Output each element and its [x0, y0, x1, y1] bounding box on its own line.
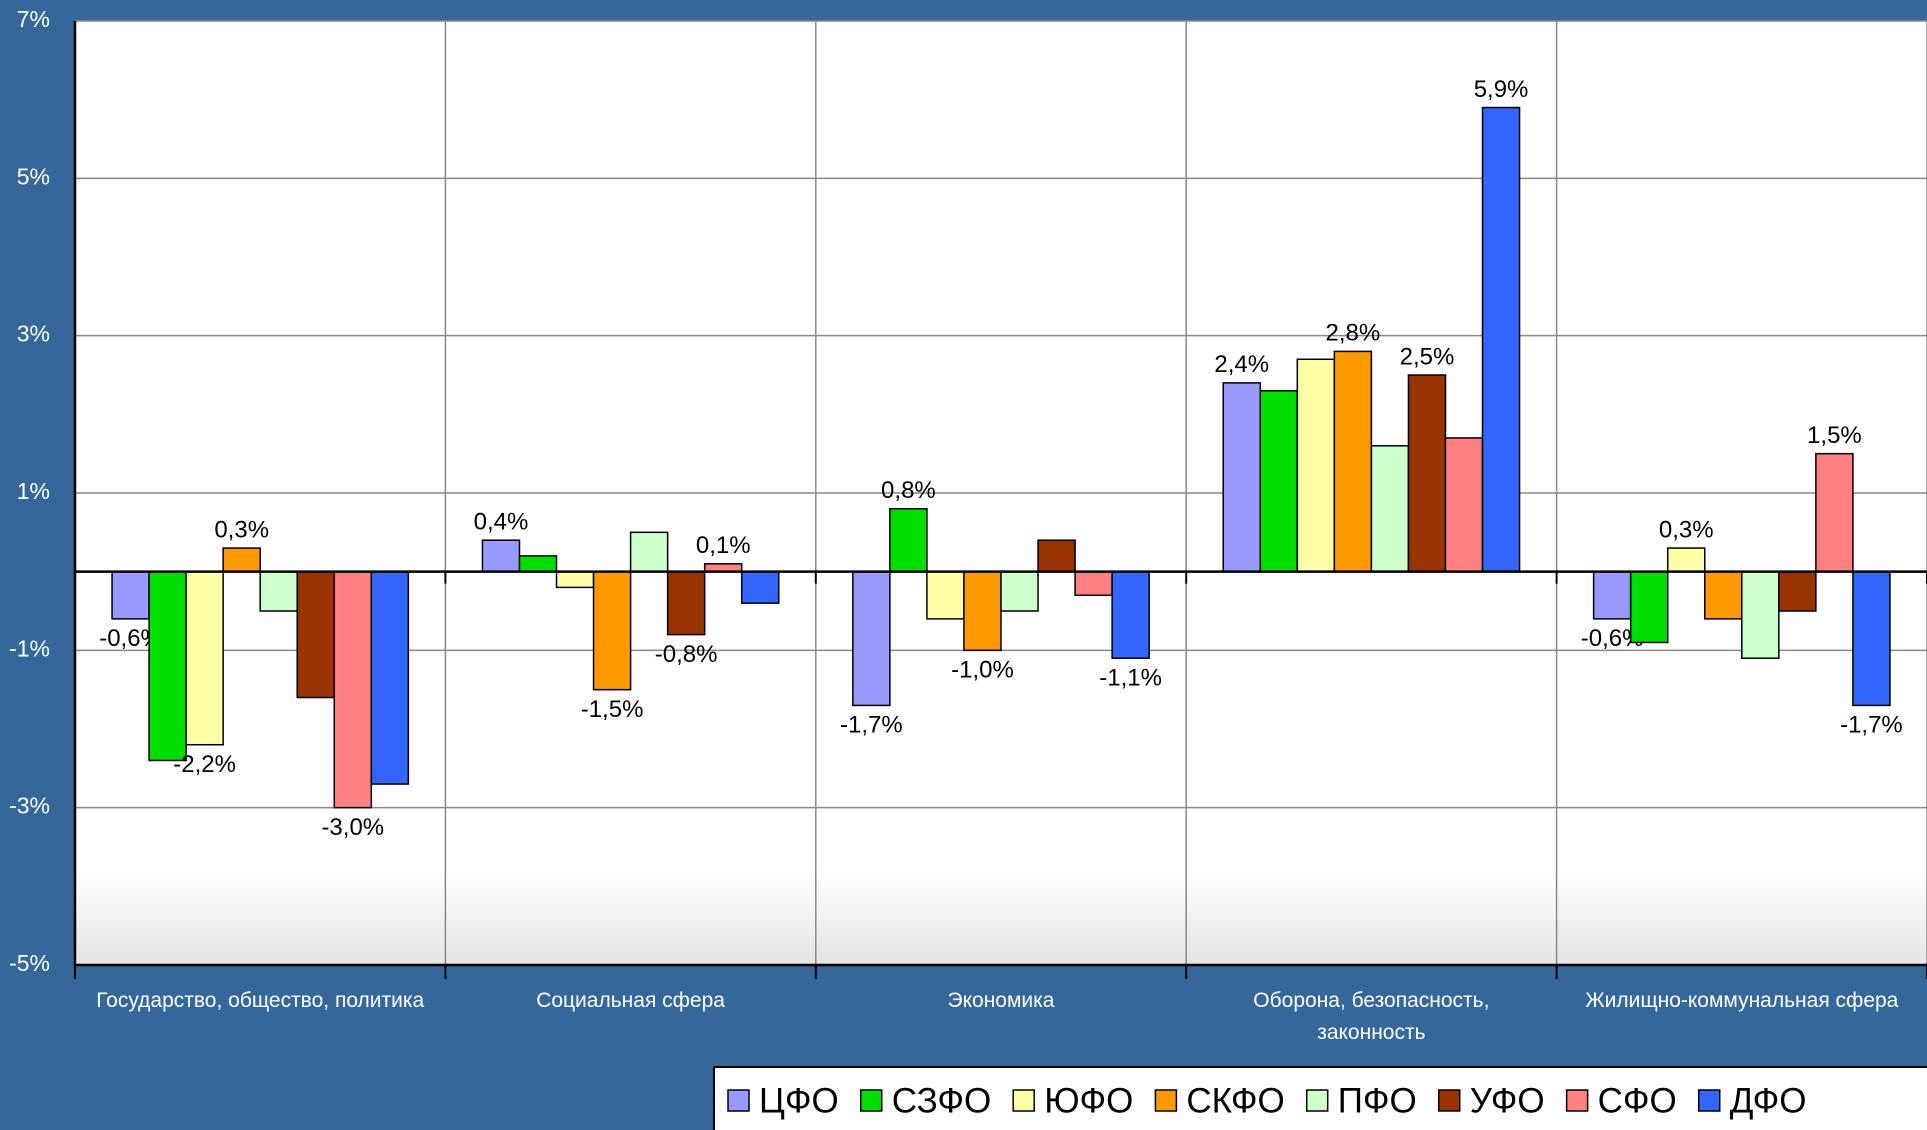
value-label: -0,8%	[655, 641, 718, 668]
value-label: 1,5%	[1807, 422, 1862, 449]
bar	[1222, 382, 1262, 573]
y-tick-label: 7%	[17, 6, 50, 32]
legend-label: ДФО	[1730, 1081, 1807, 1120]
bar	[1000, 570, 1039, 612]
y-tick-label: 1%	[17, 478, 50, 504]
bar	[111, 570, 150, 620]
bar	[555, 570, 595, 589]
x-tick-label: Жилищно-коммунальная сфера	[1585, 989, 1899, 1012]
bar	[629, 531, 669, 573]
bar	[1370, 445, 1410, 573]
bar	[1741, 570, 1780, 659]
bar	[1037, 539, 1076, 573]
bar	[333, 570, 373, 809]
bar	[1074, 570, 1113, 597]
y-tick-label: -3%	[9, 793, 50, 819]
legend-label: СЗФО	[892, 1081, 991, 1120]
bar	[370, 570, 410, 785]
bar	[1778, 570, 1817, 612]
value-label: 2,8%	[1326, 320, 1381, 347]
legend-label: ЮФО	[1044, 1081, 1133, 1120]
legend-label: ПФО	[1338, 1081, 1417, 1120]
bar	[889, 507, 928, 573]
value-label: -1,1%	[1099, 665, 1162, 692]
bar	[1333, 350, 1373, 573]
legend-swatch	[1697, 1089, 1721, 1112]
y-tick-label: 3%	[17, 321, 50, 347]
bar	[592, 570, 632, 691]
legend-swatch	[859, 1089, 883, 1112]
value-label: 0,3%	[214, 516, 269, 543]
bar	[666, 570, 706, 636]
bar	[1407, 374, 1447, 573]
bar	[1629, 570, 1669, 644]
legend-label: ЦФО	[759, 1081, 839, 1120]
bar	[1111, 570, 1150, 659]
legend-label: СФО	[1598, 1081, 1677, 1120]
legend-swatch	[1154, 1089, 1178, 1112]
bar	[852, 570, 891, 707]
x-tick-label: Социальная сфера	[536, 989, 725, 1012]
legend-label: СКФО	[1186, 1081, 1284, 1120]
bar	[1481, 106, 1521, 573]
y-tick-label: -5%	[9, 950, 50, 976]
bar	[926, 570, 965, 620]
legend-swatch	[1012, 1089, 1035, 1112]
bar	[481, 539, 521, 573]
bar	[296, 570, 336, 699]
value-label: -1,7%	[840, 712, 903, 739]
x-tick-label: Государство, общество, политика	[96, 989, 425, 1012]
legend-swatch	[1565, 1089, 1589, 1112]
legend-label: УФО	[1470, 1081, 1545, 1120]
value-label: 0,8%	[881, 477, 936, 504]
legend-swatch	[1305, 1089, 1329, 1112]
y-tick-label: 5%	[17, 163, 50, 189]
value-label: 2,4%	[1214, 351, 1269, 378]
value-label: -3,0%	[321, 814, 384, 841]
bar	[1296, 358, 1336, 573]
legend-swatch	[1437, 1089, 1461, 1112]
x-tick-label: Оборона, безопасность, законность	[1253, 989, 1490, 1044]
value-label: -1,5%	[581, 696, 644, 723]
bar	[740, 570, 780, 604]
bar	[963, 570, 1002, 652]
bar	[518, 555, 558, 573]
bar	[185, 570, 224, 746]
bar	[1259, 389, 1299, 573]
legend-swatch	[727, 1089, 750, 1112]
bar	[259, 570, 298, 612]
bar	[1815, 452, 1854, 573]
x-tick-label: Экономика	[947, 989, 1055, 1012]
value-label: 0,1%	[696, 532, 751, 559]
bar	[222, 547, 261, 573]
value-label: 5,9%	[1474, 76, 1529, 103]
bar	[1704, 570, 1743, 620]
bar	[148, 570, 187, 762]
bar	[1666, 547, 1706, 573]
value-label: 2,5%	[1400, 343, 1455, 370]
value-label: -2,2%	[173, 751, 236, 778]
bar	[1444, 437, 1484, 573]
value-label: 0,4%	[474, 509, 529, 536]
value-label: 0,3%	[1659, 516, 1714, 543]
value-label: -1,7%	[1840, 712, 1903, 739]
bar	[1852, 570, 1891, 707]
y-tick-label: -1%	[9, 635, 50, 661]
bar	[1592, 570, 1632, 620]
value-label: -1,0%	[951, 657, 1014, 684]
